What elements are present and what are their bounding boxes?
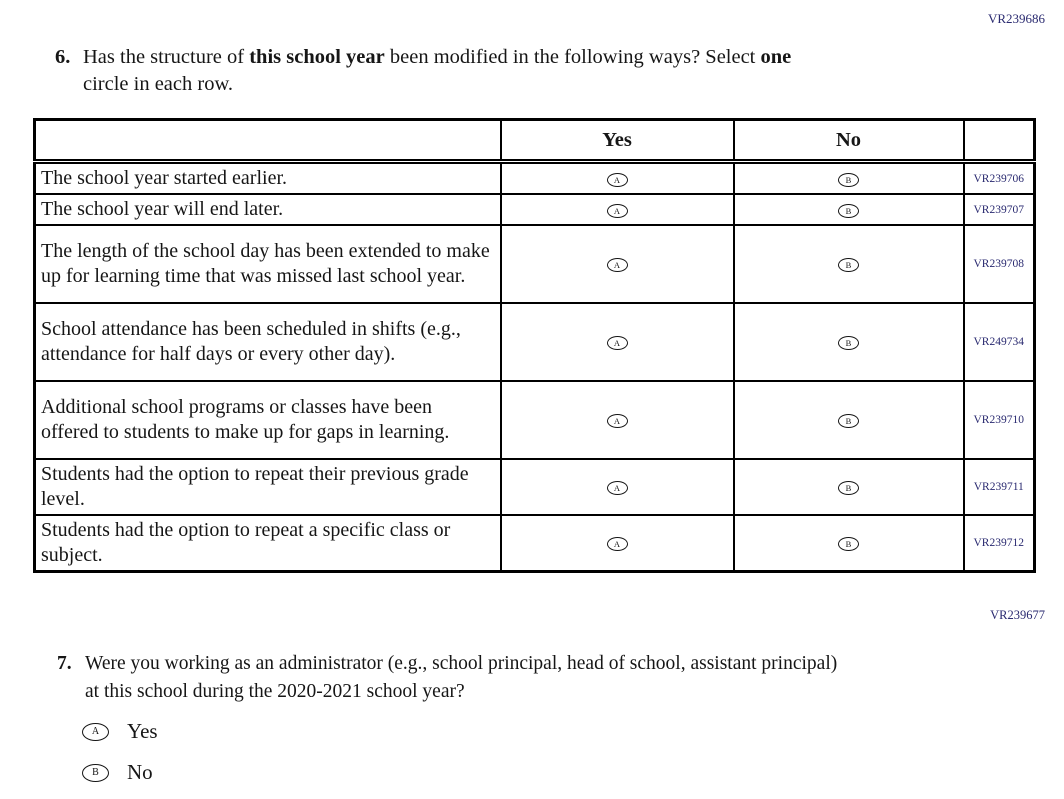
q6-response-grid: Yes No The school year started earlier. … (33, 118, 1036, 573)
question-7-line2: at this school during the 2020-2021 scho… (85, 680, 465, 702)
yes-column-header: Yes (499, 118, 735, 164)
yes-option-cell: A (499, 302, 735, 382)
option-b-bubble[interactable]: B (838, 172, 859, 187)
table-row: Additional school programs or classes ha… (33, 380, 1036, 460)
statement-cell: The school year will end later. (33, 193, 502, 226)
option-b-bubble[interactable]: B (82, 763, 109, 782)
row-code: VR239707 (962, 193, 1036, 226)
q6-text-part2: been modified in the following ways? Sel… (384, 46, 761, 68)
code-column-header (962, 118, 1036, 164)
yes-option-cell: A (499, 380, 735, 460)
option-a-bubble[interactable]: A (606, 258, 628, 272)
statement-header-cell (33, 118, 502, 164)
statement-cell: Students had the option to repeat a spec… (33, 514, 502, 573)
no-option-cell: B (732, 302, 965, 382)
statement-cell: Students had the option to repeat their … (33, 458, 502, 516)
no-option-cell: B (732, 193, 965, 226)
form-code-middle: VR239677 (990, 608, 1045, 622)
form-code-top: VR239686 (987, 11, 1045, 26)
option-a-bubble[interactable]: A (606, 537, 628, 551)
table-row: Students had the option to repeat their … (33, 458, 1036, 516)
option-b-bubble[interactable]: B (838, 203, 859, 218)
row-code: VR239708 (962, 224, 1036, 304)
question-7-text: Were you working as an administrator (e.… (85, 650, 837, 705)
yes-option-cell: A (499, 514, 735, 573)
no-option-cell: B (732, 224, 965, 304)
q7-option-yes[interactable]: A Yes (82, 721, 158, 742)
question-7: 7. Were you working as an administrator … (57, 650, 1007, 705)
option-b-bubble[interactable]: B (838, 414, 859, 428)
table-row: School attendance has been scheduled in … (33, 302, 1036, 382)
option-a-bubble[interactable]: A (606, 203, 628, 218)
grid-header-row: Yes No (33, 118, 1036, 164)
option-a-bubble[interactable]: A (606, 414, 628, 428)
option-yes-label: Yes (127, 719, 158, 743)
question-6-text: Has the structure of this school year be… (83, 44, 791, 98)
q7-option-no[interactable]: B No (82, 762, 158, 783)
q6-text-part1: Has the structure of (83, 46, 250, 68)
row-code: VR239711 (962, 458, 1036, 516)
question-6-number: 6. (55, 46, 71, 68)
statement-cell: The length of the school day has been ex… (33, 224, 502, 304)
question-7-number: 7. (57, 653, 72, 674)
option-b-bubble[interactable]: B (838, 537, 859, 551)
option-a-bubble[interactable]: A (606, 481, 628, 495)
option-b-bubble[interactable]: B (838, 336, 859, 350)
option-no-label: No (127, 760, 153, 784)
table-row: The school year started earlier. A B VR2… (33, 160, 1036, 195)
option-a-bubble[interactable]: A (82, 722, 109, 741)
table-row: The school year will end later. A B VR23… (33, 193, 1036, 226)
row-code: VR239712 (962, 514, 1036, 573)
question-6: 6. Has the structure of this school year… (55, 44, 955, 98)
q7-answer-options: A Yes B No (82, 721, 158, 799)
option-a-bubble[interactable]: A (606, 172, 628, 187)
yes-option-cell: A (499, 160, 735, 195)
option-a-bubble[interactable]: A (606, 336, 628, 350)
no-option-cell: B (732, 458, 965, 516)
no-option-cell: B (732, 160, 965, 195)
statement-cell: The school year started earlier. (33, 160, 502, 195)
option-b-bubble[interactable]: B (838, 258, 859, 272)
yes-option-cell: A (499, 458, 735, 516)
no-option-cell: B (732, 380, 965, 460)
no-column-header: No (732, 118, 965, 164)
question-6-line1: Has the structure of this school year be… (83, 44, 791, 71)
row-code: VR239706 (962, 160, 1036, 195)
q6-bold-one: one (760, 46, 792, 68)
yes-option-cell: A (499, 193, 735, 226)
yes-option-cell: A (499, 224, 735, 304)
row-code: VR239710 (962, 380, 1036, 460)
question-6-line2: circle in each row. (83, 73, 234, 95)
statement-cell: Additional school programs or classes ha… (33, 380, 502, 460)
option-b-bubble[interactable]: B (838, 481, 859, 495)
table-row: Students had the option to repeat a spec… (33, 514, 1036, 573)
row-code: VR249734 (962, 302, 1036, 382)
question-7-line1: Were you working as an administrator (e.… (85, 653, 838, 674)
table-row: The length of the school day has been ex… (33, 224, 1036, 304)
no-option-cell: B (732, 514, 965, 573)
q6-bold-this-school-year: this school year (249, 46, 385, 68)
statement-cell: School attendance has been scheduled in … (33, 302, 502, 382)
